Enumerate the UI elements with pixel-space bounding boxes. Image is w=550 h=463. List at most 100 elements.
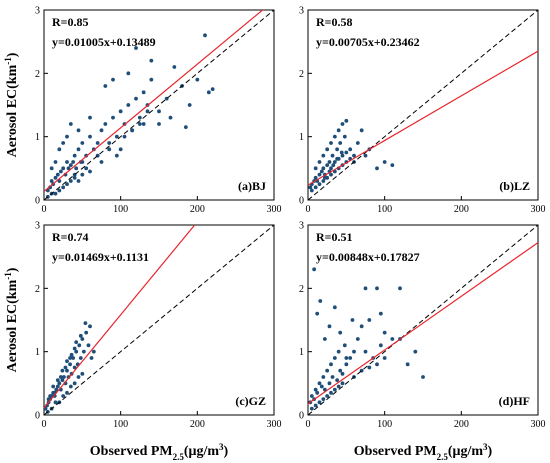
regression-line — [308, 50, 538, 186]
data-point — [65, 160, 69, 164]
x-tick-label: 0 — [306, 204, 311, 215]
data-point — [322, 175, 327, 180]
x-tick-label: 200 — [454, 204, 469, 215]
data-point — [65, 390, 69, 395]
data-point — [359, 324, 364, 329]
data-point — [137, 122, 142, 126]
data-point — [57, 147, 62, 152]
data-point — [319, 384, 324, 389]
data-point — [65, 134, 69, 139]
panel-a: 0 100 200 300 0 1 2 3 R=0.85 y=0.01005x+0.13489 (a… — [35, 6, 282, 216]
data-point — [49, 179, 54, 183]
data-point — [62, 375, 66, 379]
x-tick-label: 100 — [377, 419, 392, 430]
data-point — [76, 128, 81, 133]
data-point — [355, 141, 360, 145]
data-point — [335, 147, 340, 152]
data-point — [344, 356, 349, 360]
data-point — [107, 147, 112, 152]
data-point — [348, 356, 353, 360]
y-tick-label: 3 — [299, 6, 304, 17]
data-point — [74, 166, 79, 171]
panel-d: 0 100 200 300 0 1 2 3 R=0.51 y=0.00848x+0.17827 (d… — [299, 221, 546, 431]
data-point — [325, 368, 330, 373]
data-point — [61, 185, 66, 190]
data-point — [332, 356, 337, 360]
data-point — [378, 311, 383, 316]
regression-equation: y=0.00705x+0.23462 — [316, 35, 420, 49]
data-point — [313, 387, 318, 392]
data-point — [86, 343, 91, 348]
data-point — [149, 58, 154, 63]
data-point — [61, 166, 66, 171]
data-point — [318, 299, 323, 303]
data-point — [375, 286, 379, 291]
data-point — [68, 163, 73, 168]
data-point — [58, 375, 63, 379]
data-point — [149, 77, 154, 82]
data-point — [335, 156, 340, 161]
data-point — [359, 128, 364, 133]
data-point — [89, 356, 94, 360]
data-point — [53, 191, 58, 196]
data-point — [76, 375, 81, 379]
data-point — [88, 324, 92, 329]
y-tick-label: 2 — [299, 69, 304, 80]
x-axis-title-left: Observed PM2.5(μg/m3) — [90, 442, 229, 462]
data-point — [145, 109, 150, 114]
data-point — [313, 403, 318, 408]
data-point — [111, 115, 115, 120]
data-point — [332, 134, 337, 139]
data-point — [321, 375, 326, 379]
x-axis-title-right: Observed PM2.5(μg/m3) — [354, 442, 493, 462]
data-point — [363, 153, 368, 158]
data-point — [329, 362, 333, 367]
data-point — [363, 349, 368, 354]
data-point — [342, 343, 347, 348]
data-point — [329, 390, 333, 395]
data-point — [339, 150, 344, 155]
data-point — [99, 128, 104, 133]
panel-b: 0 100 200 300 0 1 2 3 R=0.58 y=0.00705x+0.23462 (b… — [299, 6, 546, 216]
data-point — [350, 318, 355, 322]
y-tick-label: 2 — [35, 284, 40, 295]
data-point — [321, 166, 326, 171]
data-point — [68, 384, 73, 389]
data-point — [126, 103, 131, 107]
data-point — [382, 160, 387, 164]
data-point — [130, 128, 135, 133]
data-point — [308, 185, 313, 190]
panel-label: (a)BJ — [238, 179, 266, 193]
x-tick-label: 300 — [531, 204, 546, 215]
data-point — [88, 169, 92, 174]
regression-line — [308, 242, 538, 405]
data-point — [313, 166, 318, 171]
data-point — [352, 349, 356, 354]
data-point — [126, 71, 131, 76]
data-point — [103, 122, 108, 126]
data-point — [80, 337, 85, 341]
data-point — [74, 340, 79, 345]
data-point — [367, 318, 372, 322]
data-point — [57, 381, 62, 386]
data-point — [55, 384, 60, 389]
data-point — [77, 343, 82, 348]
data-point — [53, 400, 58, 405]
data-point — [72, 346, 77, 351]
data-point — [72, 175, 77, 180]
data-point — [405, 362, 410, 367]
data-point — [72, 153, 77, 158]
x-tick-label: 0 — [42, 419, 47, 430]
data-point — [183, 125, 188, 130]
data-point — [330, 375, 335, 379]
y-tick-label: 3 — [299, 221, 304, 232]
data-point — [65, 368, 69, 373]
data-point — [340, 371, 345, 376]
x-tick-label: 200 — [454, 419, 469, 430]
one-to-one-line — [308, 10, 538, 200]
data-point — [66, 166, 71, 171]
data-point — [315, 390, 320, 395]
y-tick-label: 0 — [299, 196, 304, 207]
x-tick-label: 0 — [42, 204, 47, 215]
